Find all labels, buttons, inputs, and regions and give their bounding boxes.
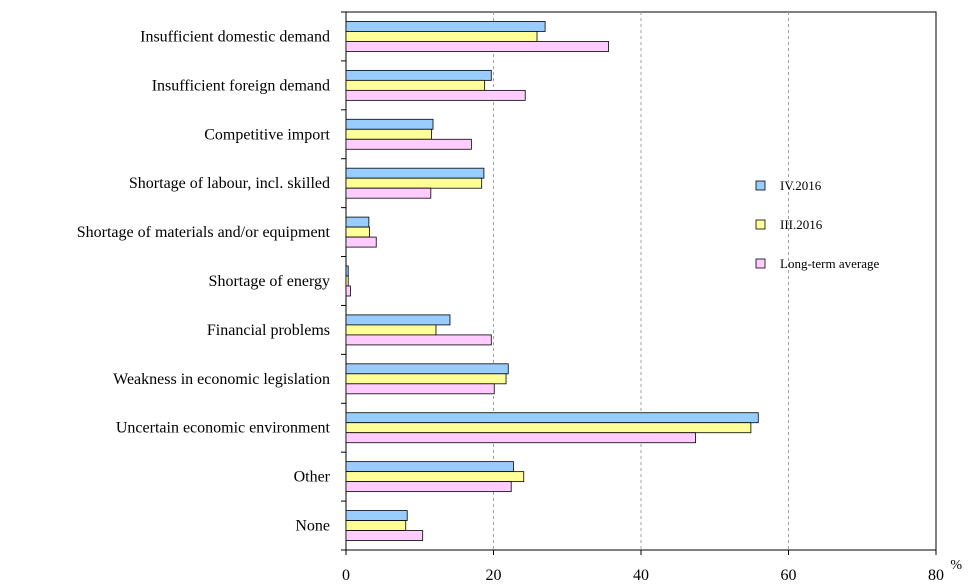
bar	[345, 79, 486, 91]
bar	[345, 334, 492, 346]
category-label: Other	[294, 469, 331, 486]
bar	[345, 167, 485, 179]
category-label: Insufficient domestic demand	[140, 28, 330, 45]
bar	[345, 128, 432, 140]
legend-label: Long-term average	[780, 256, 879, 271]
category-label: Shortage of energy	[209, 273, 330, 290]
bar	[345, 177, 483, 189]
category-label: Shortage of labour, incl. skilled	[129, 175, 330, 192]
x-tick-label: 60	[781, 567, 797, 584]
bar	[345, 461, 514, 473]
category-labels: Insufficient domestic demand Insufficient…	[77, 28, 331, 534]
bar	[345, 69, 492, 81]
category-label: Weakness in economic legislation	[113, 371, 330, 388]
bar	[345, 481, 512, 493]
bar	[345, 285, 351, 297]
axes	[341, 11, 937, 555]
bar	[345, 138, 472, 150]
bar	[345, 275, 349, 287]
x-tick-label: 0	[342, 567, 350, 584]
bar	[345, 21, 546, 32]
bar	[345, 383, 495, 395]
bar	[345, 471, 525, 483]
bar	[345, 265, 349, 277]
bars	[345, 21, 759, 541]
category-label: Uncertain economic environment	[116, 420, 331, 437]
legend-swatch	[755, 180, 766, 191]
legend: IV.2016 III.2016 Long-term average	[755, 178, 879, 271]
bar	[345, 314, 451, 326]
legend-label: IV.2016	[780, 178, 822, 193]
legend-swatch	[755, 258, 766, 269]
bar	[345, 412, 759, 424]
bar	[345, 520, 407, 531]
unit-label: %	[950, 558, 962, 573]
legend-swatch	[755, 219, 766, 230]
bar	[345, 216, 370, 228]
bar	[345, 187, 432, 199]
x-tick-label: 80	[928, 567, 944, 584]
bar	[345, 530, 424, 541]
bar	[345, 118, 434, 130]
bar	[345, 422, 752, 434]
x-tick-label: 20	[486, 567, 502, 584]
bar	[345, 432, 696, 444]
category-label: Competitive import	[204, 126, 330, 143]
category-label: Insufficient foreign demand	[152, 77, 330, 94]
tick-labels: 0 20 40 60 80	[342, 567, 944, 584]
bar	[345, 510, 408, 521]
category-label: None	[295, 518, 330, 535]
category-label: Financial problems	[207, 322, 330, 339]
bar	[345, 41, 609, 52]
category-label: Shortage of materials and/or equipment	[77, 224, 331, 241]
bar	[345, 363, 509, 375]
bar	[345, 31, 538, 42]
legend-label: III.2016	[780, 217, 823, 232]
bar	[345, 373, 507, 385]
plot-area	[345, 11, 937, 551]
bar	[345, 226, 371, 238]
bar	[345, 324, 437, 336]
bar	[345, 89, 526, 101]
x-tick-label: 40	[633, 567, 649, 584]
bar	[345, 236, 377, 248]
